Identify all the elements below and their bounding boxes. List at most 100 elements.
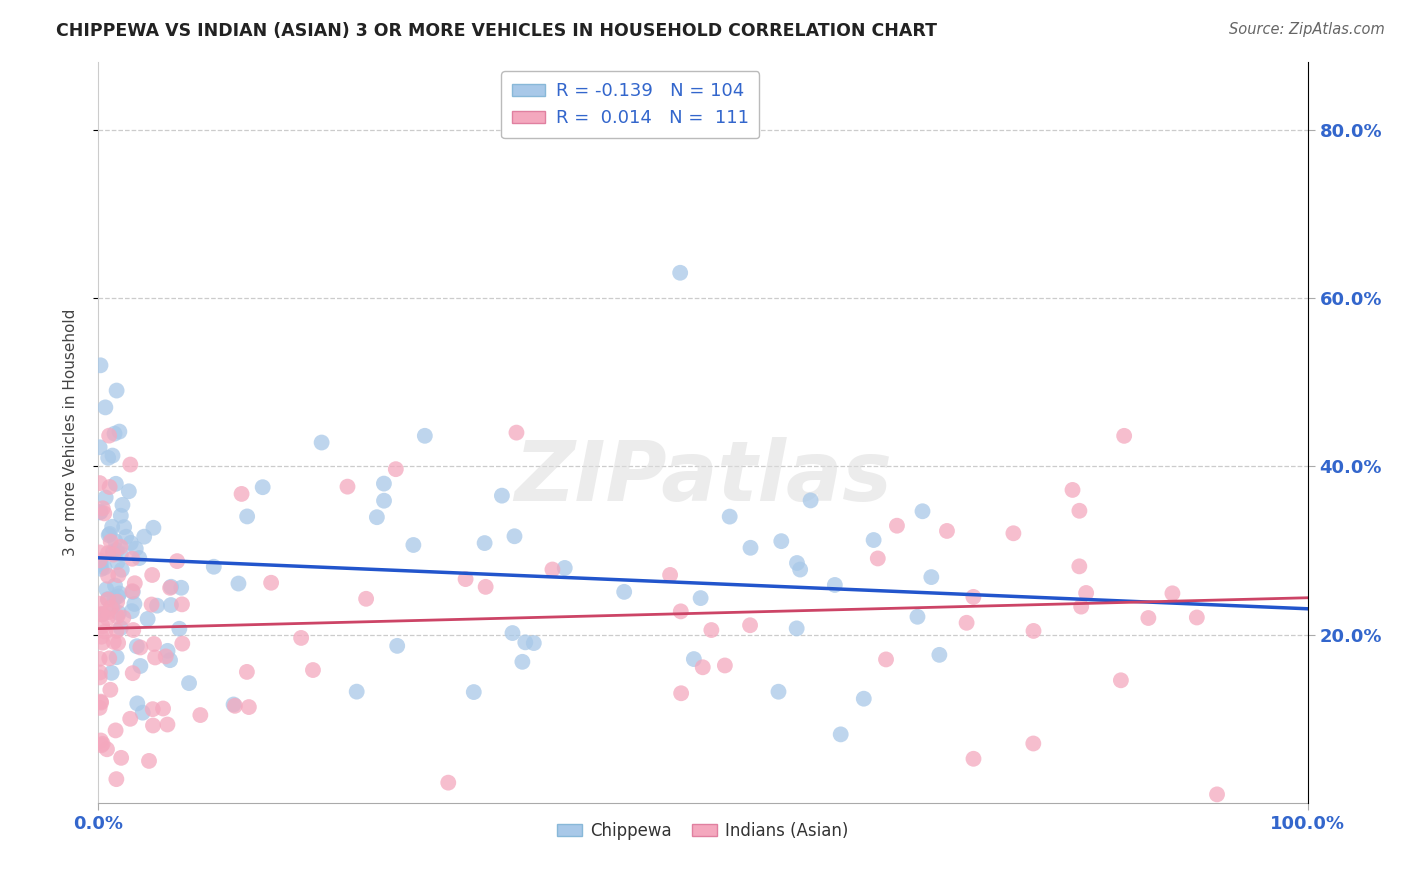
Point (89, 670, 111, 684)
Point (224, 698, 246, 713)
Point (101, 520, 124, 534)
Point (1109, 673, 1132, 688)
Point (683, 652, 706, 666)
Point (96, 582, 118, 597)
Point (689, 591, 711, 606)
Point (89, 597, 111, 611)
Point (1185, 610, 1208, 624)
Point (89, 440, 111, 454)
Point (110, 508, 132, 523)
Point (89, 665, 111, 680)
Point (911, 504, 934, 518)
Point (98, 428, 121, 442)
Point (188, 708, 211, 723)
Point (474, 580, 496, 594)
Point (505, 425, 527, 440)
Point (238, 700, 260, 714)
Point (463, 685, 485, 699)
Point (373, 476, 395, 491)
Point (134, 530, 156, 544)
Point (373, 493, 395, 508)
Point (659, 568, 682, 582)
Point (100, 600, 122, 615)
Point (89, 545, 111, 559)
Point (1074, 586, 1097, 600)
Point (104, 476, 127, 491)
Point (231, 487, 253, 501)
Point (907, 609, 929, 624)
Point (515, 635, 537, 649)
Point (104, 723, 127, 738)
Point (290, 631, 312, 645)
Point (97, 450, 120, 465)
Point (886, 518, 908, 533)
Point (105, 650, 128, 665)
Text: CHIPPEWA VS INDIAN (ASIAN) 3 OR MORE VEHICLES IN HOUSEHOLD CORRELATION CHART: CHIPPEWA VS INDIAN (ASIAN) 3 OR MORE VEH… (56, 22, 938, 40)
Point (202, 559, 225, 574)
Point (90, 695, 112, 709)
Point (98, 526, 121, 541)
Point (692, 660, 714, 674)
Point (90, 630, 112, 644)
Point (121, 666, 143, 681)
Point (121, 585, 143, 599)
Point (125, 541, 148, 556)
Point (98, 480, 121, 494)
Point (104, 591, 127, 606)
Point (101, 545, 124, 559)
Point (108, 425, 131, 439)
Point (105, 609, 128, 624)
Point (1070, 599, 1092, 614)
Text: ZIPatlas: ZIPatlas (515, 436, 891, 517)
Point (103, 426, 125, 441)
Point (93, 560, 115, 574)
Point (491, 489, 513, 503)
Point (413, 429, 436, 443)
Point (669, 604, 692, 618)
Point (454, 572, 477, 586)
Point (96, 611, 118, 625)
Point (104, 534, 127, 549)
Point (90, 733, 112, 747)
Point (302, 663, 325, 677)
Point (120, 712, 142, 726)
Point (90, 505, 112, 519)
Point (118, 484, 141, 499)
Text: Source: ZipAtlas.com: Source: ZipAtlas.com (1229, 22, 1385, 37)
Point (260, 575, 283, 590)
Point (108, 606, 131, 620)
Point (523, 636, 546, 650)
Point (236, 665, 259, 679)
Point (385, 462, 408, 476)
Point (862, 533, 884, 547)
Point (89, 553, 111, 567)
Point (112, 520, 135, 534)
Point (90, 557, 112, 571)
Point (714, 658, 737, 673)
Point (142, 718, 165, 732)
Point (91, 636, 114, 650)
Point (1002, 526, 1025, 541)
Point (115, 530, 138, 544)
Point (786, 621, 808, 635)
Point (152, 701, 174, 715)
Point (1161, 586, 1184, 600)
Point (91, 501, 114, 516)
Point (156, 644, 179, 658)
Point (160, 598, 183, 612)
Point (121, 604, 143, 618)
Point (156, 717, 179, 731)
Point (177, 676, 200, 690)
Point (503, 529, 526, 543)
Point (98, 651, 121, 665)
Point (128, 551, 150, 566)
Point (120, 536, 142, 550)
Point (125, 639, 148, 653)
Point (955, 615, 977, 630)
Point (402, 538, 425, 552)
Point (387, 639, 409, 653)
Point (146, 599, 169, 613)
Point (228, 576, 250, 591)
Point (105, 384, 128, 398)
Point (104, 578, 127, 592)
